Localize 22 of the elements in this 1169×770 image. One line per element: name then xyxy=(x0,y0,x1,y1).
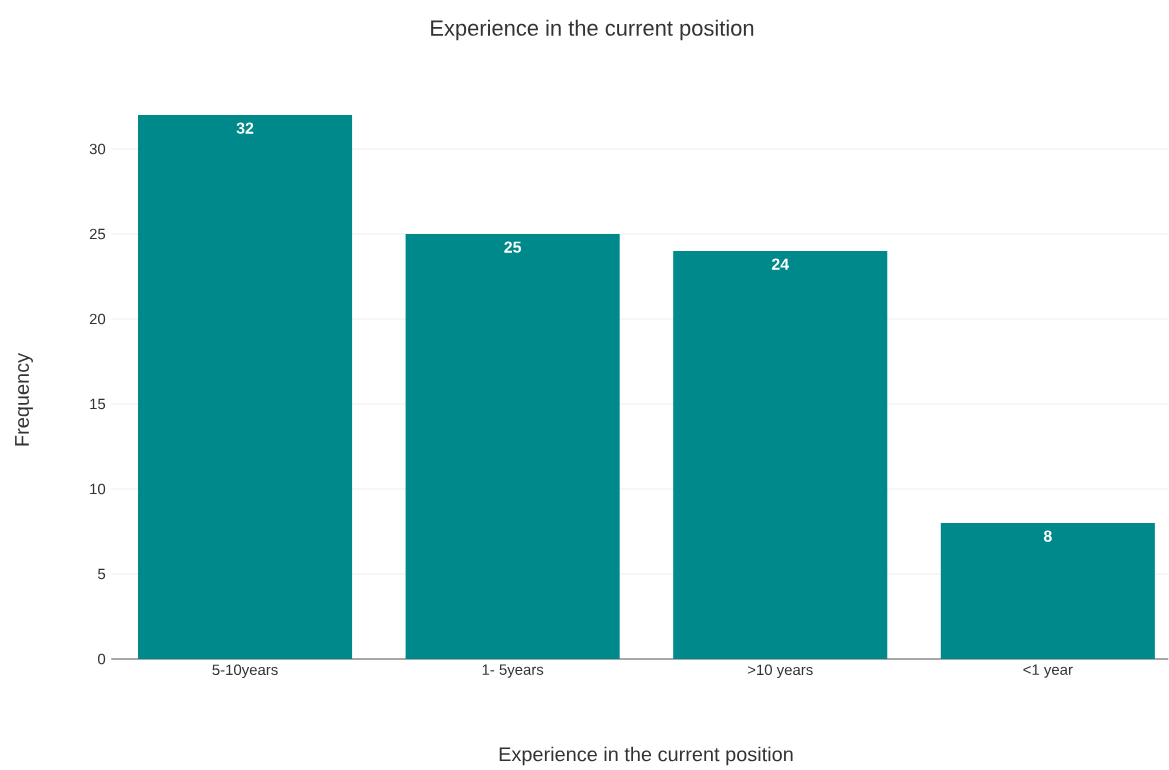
data-label: 32 xyxy=(236,122,254,134)
data-label: 8 xyxy=(1043,530,1052,542)
y-tick-label: 5 xyxy=(98,568,106,580)
y-tick-label: 30 xyxy=(89,143,106,155)
y-axis-title: Frequency xyxy=(15,352,33,446)
y-tick-label: 10 xyxy=(90,483,106,495)
bar xyxy=(138,114,353,659)
y-tick-label: 25 xyxy=(89,228,106,240)
x-axis-title: Experience in the current position xyxy=(499,746,793,766)
y-tick-label: 15 xyxy=(90,398,106,410)
chart-title: Experience in the current position xyxy=(431,19,754,41)
y-tick-label: 0 xyxy=(98,653,106,665)
x-tick-label: <1 year xyxy=(1023,664,1073,678)
data-label: 25 xyxy=(504,241,522,253)
x-tick-label: 5-10years xyxy=(212,664,278,679)
bar xyxy=(673,250,888,659)
bar xyxy=(940,522,1155,659)
bar xyxy=(405,233,620,659)
data-label: 24 xyxy=(771,258,790,270)
x-tick-label: >10 years xyxy=(747,664,813,679)
x-tick-label: 1- 5years xyxy=(482,664,544,678)
y-tick-label: 20 xyxy=(89,313,106,325)
